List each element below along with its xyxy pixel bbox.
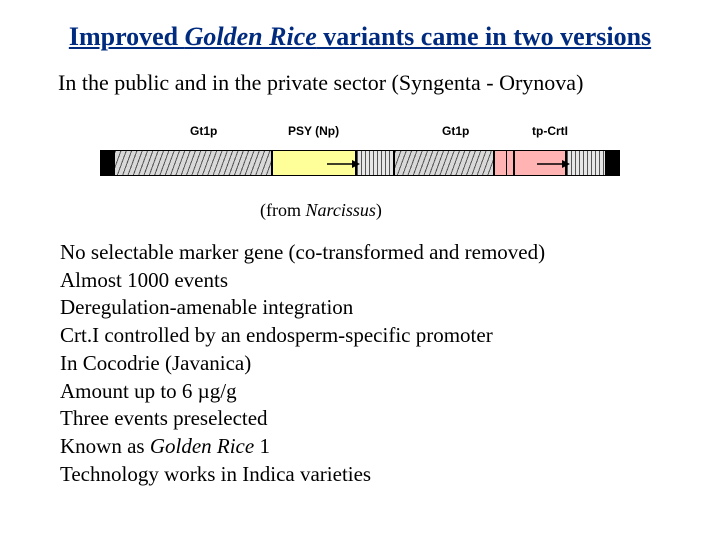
slide-title: Improved Golden Rice variants came in tw… xyxy=(40,22,680,52)
bullet-line: Three events preselected xyxy=(60,405,680,433)
bullet-line: Deregulation-amenable integration xyxy=(60,294,680,322)
title-post: variants came in two versions xyxy=(317,22,651,51)
segment-psy-gene xyxy=(272,150,356,176)
diagram-label-3: tp-CrtI xyxy=(532,124,568,138)
title-pre: Improved xyxy=(69,22,185,51)
slide-subtitle: In the public and in the private sector … xyxy=(58,70,680,96)
bullet-line: Crt.I controlled by an endosperm-specifi… xyxy=(60,322,680,350)
segment-gt1p-promoter-2 xyxy=(394,150,494,176)
title-italic: Golden Rice xyxy=(185,22,317,51)
bullet-italic: Golden Rice xyxy=(150,434,254,458)
from-italic: Narcissus xyxy=(305,200,375,220)
bullet-line: Almost 1000 events xyxy=(60,267,680,295)
from-pre: (from xyxy=(260,200,305,220)
segment-left-border xyxy=(100,150,114,176)
bullet-line: In Cocodrie (Javanica) xyxy=(60,350,680,378)
segment-term-2 xyxy=(566,150,606,176)
bullet-list: No selectable marker gene (co-transforme… xyxy=(60,239,680,488)
gene-construct-diagram: Gt1p PSY (Np) Gt1p tp-CrtI xyxy=(100,124,620,194)
diagram-label-0: Gt1p xyxy=(190,124,217,138)
bullet-line: Amount up to 6 µg/g xyxy=(60,378,680,406)
diagram-labels: Gt1p PSY (Np) Gt1p tp-CrtI xyxy=(100,124,620,142)
bullet-line: Technology works in Indica varieties xyxy=(60,461,680,489)
from-post: ) xyxy=(376,200,382,220)
diagram-label-1: PSY (Np) xyxy=(288,124,339,138)
segment-right-border xyxy=(606,150,620,176)
segment-crti-gene xyxy=(514,150,566,176)
bullet-line: No selectable marker gene (co-transforme… xyxy=(60,239,680,267)
diagram-construct xyxy=(100,150,620,176)
bullet-line: Known as Golden Rice 1 xyxy=(60,433,680,461)
segment-divider xyxy=(506,150,507,176)
segment-term-1 xyxy=(356,150,394,176)
segment-gt1p-promoter-1 xyxy=(114,150,272,176)
source-note: (from Narcissus) xyxy=(260,200,680,221)
segment-pink-tp xyxy=(494,150,514,176)
diagram-label-2: Gt1p xyxy=(442,124,469,138)
